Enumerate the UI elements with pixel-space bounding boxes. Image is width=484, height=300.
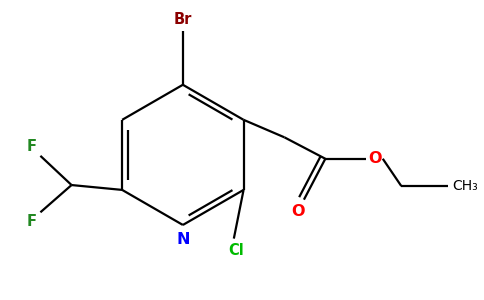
Text: O: O	[368, 151, 382, 166]
Text: N: N	[176, 232, 190, 247]
Text: O: O	[291, 203, 305, 218]
Text: CH₃: CH₃	[452, 179, 478, 193]
Text: Cl: Cl	[228, 244, 243, 259]
Text: F: F	[27, 139, 36, 154]
Text: F: F	[27, 214, 36, 229]
Text: Br: Br	[174, 12, 192, 27]
